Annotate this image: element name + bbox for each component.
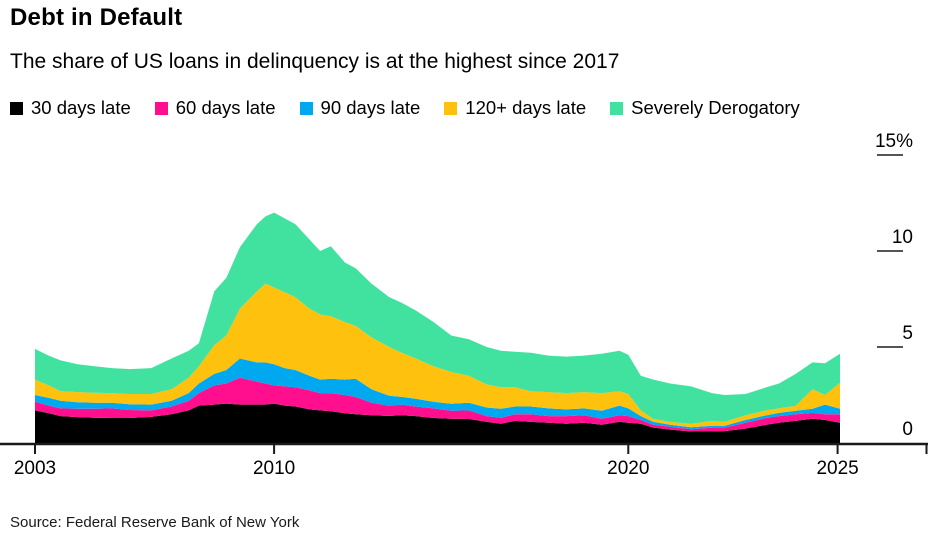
area-120-days-late: [35, 283, 840, 428]
x-tick-label-2003: 2003: [14, 458, 56, 479]
area-30-days-late: [35, 403, 840, 443]
y-tick-label-5: 5: [902, 323, 913, 344]
legend-swatch-90-days-late: [299, 101, 313, 115]
legend: 30 days late 60 days late 90 days late 120+…: [10, 97, 800, 119]
legend-item-120-days-late: 120+ days late: [444, 97, 586, 119]
legend-item-severely-derogatory: Severely Derogatory: [610, 97, 800, 119]
legend-item-90-days-late: 90 days late: [299, 97, 421, 119]
legend-label: 90 days late: [320, 97, 421, 118]
area-90-days-late: [35, 358, 840, 430]
legend-swatch-120-days-late: [444, 101, 458, 115]
area-60-days-late: [35, 377, 840, 432]
x-tick-label-2025: 2025: [816, 458, 858, 479]
legend-label: 30 days late: [31, 97, 131, 118]
legend-item-30-days-late: 30 days late: [10, 97, 131, 119]
y-tick-label-0: 0: [902, 419, 913, 440]
chart-subtitle: The share of US loans in delinquency is …: [10, 50, 620, 73]
area-severely-derogatory: [35, 212, 840, 424]
page-title: Debt in Default: [10, 4, 183, 31]
legend-swatch-30-days-late: [10, 101, 23, 115]
legend-swatch-60-days-late: [154, 101, 168, 115]
legend-label: 120+ days late: [465, 97, 587, 118]
legend-item-60-days-late: 60 days late: [154, 97, 276, 119]
y-tick-label-10: 10: [892, 227, 913, 248]
legend-swatch-severely-derogatory: [610, 101, 624, 115]
x-tick-label-2020: 2020: [607, 458, 649, 479]
legend-label: Severely Derogatory: [631, 97, 800, 118]
x-tick-label-2010: 2010: [253, 458, 295, 479]
legend-label: 60 days late: [175, 97, 276, 118]
y-tick-label-15: 15%: [875, 131, 913, 152]
source-note: Source: Federal Reserve Bank of New York: [10, 514, 300, 531]
